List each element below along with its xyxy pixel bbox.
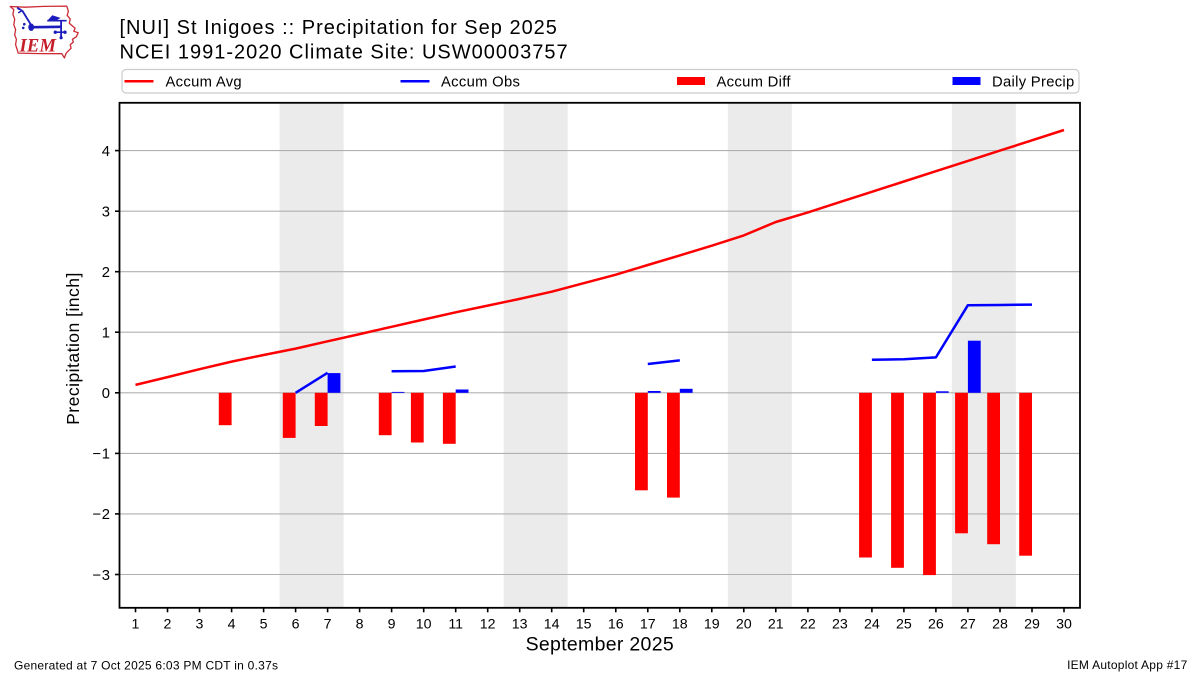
svg-text:7: 7 (324, 617, 332, 633)
svg-text:25: 25 (896, 617, 912, 633)
svg-text:9: 9 (388, 617, 396, 633)
svg-text:−3: −3 (92, 568, 110, 584)
svg-text:11: 11 (448, 617, 463, 633)
svg-text:Accum Avg: Accum Avg (166, 74, 242, 90)
svg-text:2: 2 (102, 265, 111, 281)
svg-text:4: 4 (102, 144, 111, 160)
svg-text:19: 19 (704, 617, 720, 633)
svg-text:21: 21 (768, 617, 784, 633)
svg-text:22: 22 (800, 617, 816, 633)
svg-text:1: 1 (132, 617, 140, 633)
svg-text:8: 8 (356, 617, 364, 633)
svg-text:4: 4 (228, 617, 236, 633)
svg-text:20: 20 (736, 617, 752, 633)
svg-text:18: 18 (672, 617, 688, 633)
svg-text:IEM: IEM (19, 37, 57, 57)
svg-text:17: 17 (640, 617, 656, 633)
svg-text:29: 29 (1024, 617, 1040, 633)
svg-text:14: 14 (544, 617, 560, 633)
svg-text:23: 23 (832, 617, 848, 633)
svg-text:30: 30 (1056, 617, 1072, 633)
svg-text:0: 0 (102, 386, 111, 402)
svg-text:27: 27 (960, 617, 976, 633)
svg-text:[NUI] St Inigoes :: Precipitat: [NUI] St Inigoes :: Precipitation for Se… (120, 17, 558, 39)
svg-text:1: 1 (102, 326, 111, 342)
svg-text:16: 16 (608, 617, 624, 633)
svg-text:13: 13 (512, 617, 528, 633)
svg-text:10: 10 (416, 617, 432, 633)
svg-text:−1: −1 (92, 447, 110, 463)
svg-text:3: 3 (196, 617, 204, 633)
svg-text:15: 15 (576, 617, 592, 633)
svg-text:NCEI 1991-2020 Climate Site: U: NCEI 1991-2020 Climate Site: USW00003757 (120, 42, 569, 64)
svg-text:26: 26 (928, 617, 944, 633)
svg-text:28: 28 (992, 617, 1008, 633)
svg-text:6: 6 (292, 617, 300, 633)
svg-text:Accum Diff: Accum Diff (717, 74, 792, 90)
svg-text:Generated at 7 Oct 2025 6:03 P: Generated at 7 Oct 2025 6:03 PM CDT in 0… (14, 659, 278, 673)
svg-text:12: 12 (480, 617, 496, 633)
svg-text:5: 5 (260, 617, 268, 633)
svg-text:24: 24 (864, 617, 880, 633)
svg-text:September 2025: September 2025 (526, 634, 674, 656)
svg-text:3: 3 (102, 205, 111, 221)
svg-text:2: 2 (164, 617, 172, 633)
svg-text:IEM Autoplot App #17: IEM Autoplot App #17 (1067, 658, 1187, 672)
svg-text:Precipitation [inch]: Precipitation [inch] (63, 272, 83, 425)
svg-text:Daily Precip: Daily Precip (992, 74, 1075, 90)
svg-text:−2: −2 (92, 507, 110, 523)
svg-text:Accum Obs: Accum Obs (441, 74, 520, 90)
